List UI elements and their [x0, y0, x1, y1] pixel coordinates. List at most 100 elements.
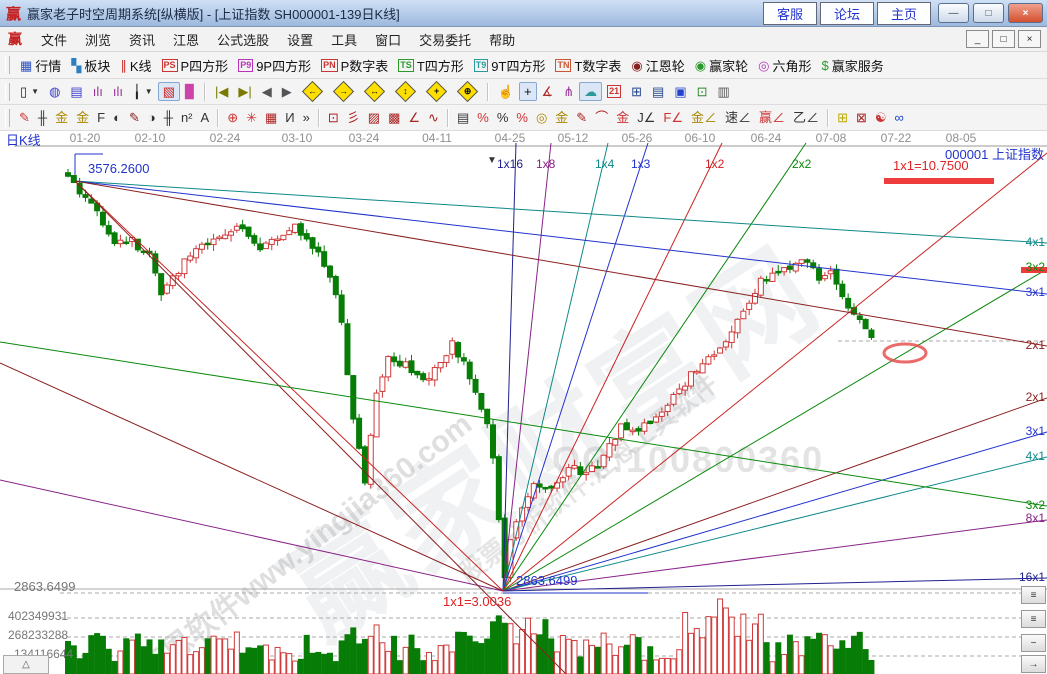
gann-box[interactable]: ▦ — [261, 108, 281, 127]
brush-tool[interactable]: ✎ — [125, 108, 144, 127]
menu-item-0[interactable]: 文件 — [41, 32, 68, 48]
menu-item-6[interactable]: 工具 — [331, 32, 358, 48]
k-region[interactable]: ⊠ — [852, 108, 871, 127]
color-histogram[interactable]: ▉ — [180, 82, 200, 101]
chart-canvas[interactable] — [0, 131, 1047, 674]
angle-measure[interactable]: ∡ — [537, 82, 559, 101]
gold-angle-line[interactable]: 金∠ — [687, 108, 721, 127]
9p-square[interactable]: P9 9P四方形 — [233, 53, 316, 78]
j-angle-line[interactable]: J∠ — [633, 108, 659, 127]
menu-item-1[interactable]: 浏览 — [85, 32, 112, 48]
pane-zoom-out-button[interactable]: ≡ — [1021, 610, 1046, 628]
minimize-button[interactable]: — — [938, 3, 969, 23]
time-clock[interactable]: ◑ — [144, 108, 160, 127]
menu-item-3[interactable]: 江恩 — [173, 32, 200, 48]
gold-red[interactable]: 金 — [612, 108, 633, 127]
pane-zoom-in-button[interactable]: ≡ — [1021, 586, 1046, 604]
circle-cross[interactable]: ⊕ — [223, 108, 242, 127]
speed-lines[interactable]: ∠ — [404, 108, 424, 127]
winner-wheel[interactable]: ◉ 赢家轮 — [690, 53, 753, 78]
expand-vertical[interactable]: ↕ — [390, 80, 421, 103]
t-square[interactable]: TS T四方形 — [393, 53, 468, 78]
gold-ratio-grid-2[interactable]: 金 — [72, 108, 93, 127]
sectors[interactable]: ▚ 板块 — [66, 53, 115, 78]
time-division[interactable]: ╫ — [34, 108, 51, 127]
scroll-right-button[interactable]: → — [1021, 655, 1046, 673]
shift-left[interactable]: ← — [297, 80, 328, 103]
draw-pencil[interactable]: ✎ — [15, 108, 34, 127]
more-tools[interactable]: » — [299, 108, 314, 127]
hand-tool[interactable]: ☝ — [493, 82, 519, 101]
winner-service[interactable]: $ 赢家服务 — [816, 53, 888, 78]
menu-item-8[interactable]: 交易委托 — [419, 32, 472, 48]
small-chart-9[interactable]: ılı — [108, 82, 128, 101]
nav-first[interactable]: |◀ — [210, 82, 233, 101]
brush-k[interactable]: ✎ — [572, 108, 591, 127]
gann-wheel[interactable]: ◉ 江恩轮 — [626, 53, 689, 78]
rect-tool[interactable]: ⊡ — [324, 108, 343, 127]
yellow-grid[interactable]: ⊞ — [833, 108, 852, 127]
title-bar[interactable]: 赢 赢家老子时空周期系统[纵横版] - [上证指数 SH000001-139日K… — [0, 0, 1047, 27]
kline-style-select[interactable]: ▯ ▼ — [15, 82, 44, 101]
shift-right[interactable]: → — [328, 80, 359, 103]
small-chart-3[interactable]: ılı — [88, 82, 108, 101]
percent-table[interactable]: ▤ — [453, 108, 473, 127]
nav-next[interactable]: ▶ — [277, 82, 297, 101]
menu-item-7[interactable]: 窗口 — [375, 32, 402, 48]
menu-item-2[interactable]: 资讯 — [129, 32, 156, 48]
nav-last[interactable]: ▶| — [233, 82, 256, 101]
gold-ratio-grid[interactable]: 金 — [51, 108, 72, 127]
t-number-table[interactable]: TN T数字表 — [550, 53, 626, 78]
crosshair-tool[interactable]: + — [518, 82, 537, 101]
calendar-tool[interactable]: 21 — [602, 82, 626, 101]
fibonacci-lines[interactable]: F — [93, 108, 109, 127]
capture-tool[interactable]: ⊡ — [692, 82, 713, 101]
infinity-tool[interactable]: ∞ — [891, 108, 908, 127]
expand-volume-button[interactable]: △ — [3, 655, 49, 674]
market-quotes[interactable]: ▦ 行情 — [15, 53, 66, 78]
chart-area[interactable]: 赢家财富网 赢家江恩软件www.yingjia360.com 股票分析软件.江恩工具… — [0, 131, 1047, 674]
link-customer-service[interactable]: 客服 — [762, 1, 817, 25]
mdi-minimize-button[interactable]: _ — [966, 30, 989, 48]
percent-retrace[interactable]: % — [473, 108, 493, 127]
gold-circle[interactable]: ◎ — [532, 108, 551, 127]
gold-section[interactable]: 金 — [551, 108, 572, 127]
maximize-button[interactable]: □ — [973, 3, 1004, 23]
menu-item-4[interactable]: 公式选股 — [217, 32, 270, 48]
win-angle-line[interactable]: 赢∠ — [755, 108, 789, 127]
mdi-restore-button[interactable]: □ — [992, 30, 1015, 48]
zoom-cross[interactable]: + — [421, 80, 452, 103]
9t-square[interactable]: T9 9T四方形 — [469, 53, 551, 78]
menu-item-9[interactable]: 帮助 — [489, 32, 516, 48]
close-button[interactable]: × — [1008, 3, 1043, 23]
save-tool[interactable]: ▣ — [669, 82, 691, 101]
starburst[interactable]: ✳ — [242, 108, 261, 127]
yi-angle-line[interactable]: 乙∠ — [789, 108, 823, 127]
kline-view[interactable]: ∥ K线 — [115, 53, 156, 78]
link-homepage[interactable]: 主页 — [876, 1, 931, 25]
p-number-table[interactable]: PN P数字表 — [316, 53, 393, 78]
pane-collapse-button[interactable]: − — [1021, 634, 1046, 652]
f10-material[interactable]: ▤ — [65, 82, 87, 101]
fan-lines[interactable]: 彡 — [343, 108, 364, 127]
percent-line[interactable]: % — [512, 108, 532, 127]
f-angle-line[interactable]: F∠ — [659, 108, 687, 127]
memo-tool[interactable]: ▤ — [647, 82, 669, 101]
a-wave[interactable]: A — [197, 108, 214, 127]
calculator-tool[interactable]: ⊞ — [626, 82, 647, 101]
arc-tool[interactable]: ⌒ — [591, 108, 612, 127]
region-highlight[interactable]: ▧ — [157, 82, 181, 101]
speed-angle-line[interactable]: 速∠ — [721, 108, 755, 127]
link-forum[interactable]: 论坛 — [819, 1, 874, 25]
expand-horizontal[interactable]: ↔ — [359, 80, 390, 103]
n-square[interactable]: n² — [177, 108, 197, 127]
zigzag-tool[interactable]: ∿ — [424, 108, 443, 127]
print-tool[interactable]: ▥ — [713, 82, 735, 101]
wave-mark[interactable]: И — [281, 108, 298, 127]
yinyang-tool[interactable]: ☯ — [871, 108, 891, 127]
hexagon-tool[interactable]: ◎ 六角形 — [753, 53, 816, 78]
p-square[interactable]: PS P四方形 — [157, 53, 234, 78]
price-grid[interactable]: ╫ — [160, 108, 177, 127]
percent-tool[interactable]: % — [493, 108, 513, 127]
zoom-all[interactable]: ⊕ — [452, 80, 483, 103]
